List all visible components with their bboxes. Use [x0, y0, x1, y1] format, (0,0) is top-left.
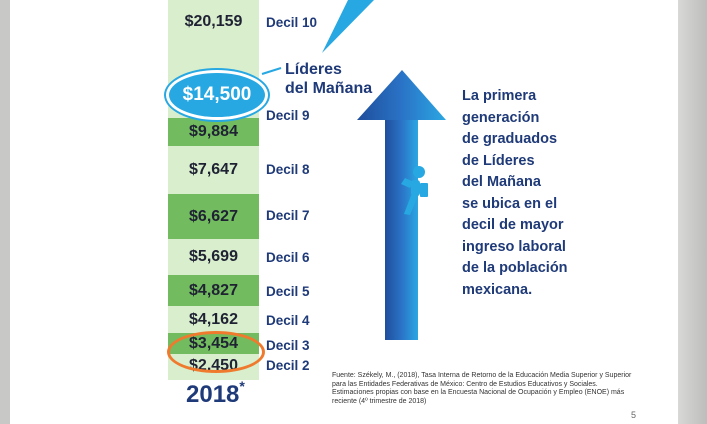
- side-text-line: del Mañana: [462, 174, 541, 190]
- side-text-line: ingreso laboral: [462, 238, 566, 255]
- leaders-label: Líderes del Mañana: [285, 60, 372, 98]
- decile-5-label: Decil 5: [266, 284, 310, 299]
- side-text-line: generación: [462, 109, 540, 126]
- decile-7-label: Decil 7: [266, 208, 310, 223]
- decile-5-value: $4,827: [168, 275, 259, 306]
- side-text-line: de Líderes: [462, 152, 535, 169]
- decile-6-value: $5,699: [168, 239, 259, 275]
- year-label: 2018*: [186, 378, 245, 408]
- decile-9-value: $9,884: [168, 118, 259, 146]
- side-text-line: mexicana.: [462, 281, 533, 298]
- decile-3-label: Decil 3: [266, 338, 310, 353]
- side-text-line: La primera: [462, 88, 537, 104]
- decile-4-label: Decil 4: [266, 313, 310, 328]
- decile-7-value: $6,627: [168, 194, 259, 239]
- decile-10-value: $20,159: [168, 0, 259, 44]
- decile-2-label: Decil 2: [266, 358, 310, 373]
- page-number: 5: [631, 410, 637, 420]
- decile-8-value: $7,647: [168, 146, 259, 194]
- side-text: La primera generación de graduados de Lí…: [462, 86, 612, 301]
- document-page: [10, 0, 678, 424]
- decile-6-label: Decil 6: [266, 250, 310, 265]
- leaders-label-line2: del Mañana: [285, 80, 373, 97]
- side-text-line: de la población: [462, 260, 568, 276]
- decile-10-label: Decil 10: [266, 15, 318, 30]
- pointer-triangle-icon: [322, 0, 374, 53]
- page-edge: [678, 0, 707, 424]
- decile-4-value: $4,162: [168, 306, 259, 333]
- highlight-badge: $14,500: [169, 73, 265, 117]
- decile-9-label: Decil 9: [266, 108, 310, 123]
- source-note: Fuente: Székely, M., (2018), Tasa Intern…: [332, 372, 632, 405]
- leaders-label-line1: Líderes: [285, 61, 342, 78]
- side-text-line: decil de mayor: [462, 217, 564, 233]
- upward-arrow-icon: [357, 70, 446, 340]
- leader-line: [261, 67, 282, 75]
- decile-8-label: Decil 8: [266, 162, 310, 177]
- side-text-line: de graduados: [462, 131, 558, 147]
- side-text-line: se ubica en el: [462, 195, 558, 212]
- climber-figure-icon: [401, 166, 428, 215]
- highlight-ring: [167, 331, 265, 373]
